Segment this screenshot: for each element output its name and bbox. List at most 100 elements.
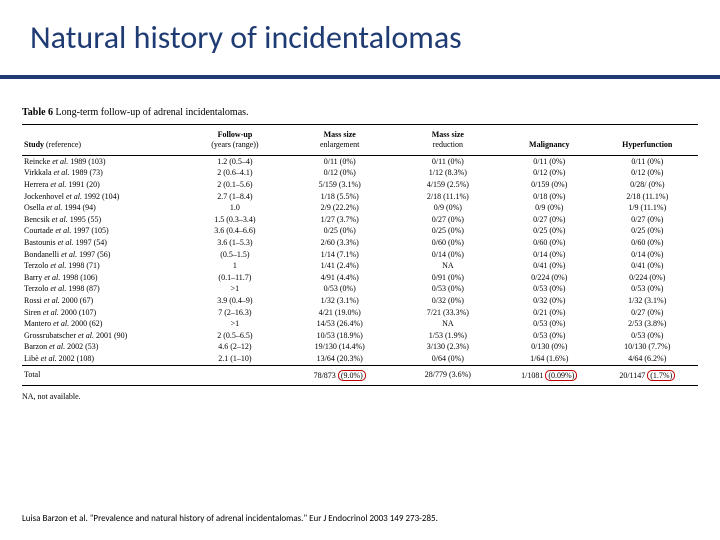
table-row: Terzolo et al. 1998 (71)11/41 (2.4%)NA0/… [22, 260, 698, 272]
enlarge-cell: 1/27 (3.7%) [286, 214, 394, 226]
study-cell: Bondanelli et al. 1997 (56) [22, 249, 184, 261]
hyper-cell: 10/130 (7.7%) [597, 342, 698, 354]
table-row: Bastounis et al. 1997 (54)3.6 (1–5.3)2/6… [22, 237, 698, 249]
hyper-cell: 2/53 (3.8%) [597, 318, 698, 330]
table-row: Bencsik et al. 1995 (55)1.5 (0.3–3.4)1/2… [22, 214, 698, 226]
total-malig: 1/1081 (0.09%) [502, 365, 597, 386]
followup-cell: 2 (0.6–4.1) [184, 168, 285, 180]
enlarge-cell: 1/14 (7.1%) [286, 249, 394, 261]
table-row: Barry et al. 1998 (106)(0.1–11.7)4/91 (4… [22, 272, 698, 284]
study-cell: Courtade et al. 1997 (105) [22, 226, 184, 238]
enlarge-cell: 2/9 (22.2%) [286, 202, 394, 214]
study-cell: Herrera et al. 1991 (20) [22, 179, 184, 191]
study-cell: Mantero et al. 2000 (62) [22, 318, 184, 330]
enlarge-cell: 1/18 (5.5%) [286, 191, 394, 203]
followup-cell: >1 [184, 284, 285, 296]
table-row: Osella et al. 1994 (94)1.02/9 (22.2%)0/9… [22, 202, 698, 214]
table-row: Reincke et al. 1989 (103)1.2 (0.5–4)0/11… [22, 156, 698, 168]
followup-cell: 1.2 (0.5–4) [184, 156, 285, 168]
hyper-cell: 0/14 (0%) [597, 249, 698, 261]
malig-cell: 1/64 (1.6%) [502, 353, 597, 365]
table-row: Bondanelli et al. 1997 (56)(0.5–1.5)1/14… [22, 249, 698, 261]
followup-cell: 2 (0.5–6.5) [184, 330, 285, 342]
table-row: Herrera et al. 1991 (20)2 (0.1–5.6)5/159… [22, 179, 698, 191]
study-cell: Reincke et al. 1989 (103) [22, 156, 184, 168]
followup-cell: 1 [184, 260, 285, 272]
total-enlarge: 78/873 (9.0%) [286, 365, 394, 386]
table-row: Libè et al. 2002 (108)2.1 (1–10)13/64 (2… [22, 353, 698, 365]
followup-cell: >1 [184, 318, 285, 330]
followup-cell: 3.9 (0.4–9) [184, 295, 285, 307]
reduct-cell: 1/12 (8.3%) [394, 168, 502, 180]
malig-cell: 0/41 (0%) [502, 260, 597, 272]
hyper-cell: 0/41 (0%) [597, 260, 698, 272]
malig-cell: 0/25 (0%) [502, 226, 597, 238]
data-table: Study (reference) Follow-up(years (range… [22, 124, 698, 386]
malig-cell: 0/53 (0%) [502, 318, 597, 330]
hyper-cell: 0/60 (0%) [597, 237, 698, 249]
reduct-cell: 2/18 (11.1%) [394, 191, 502, 203]
malig-cell: 0/53 (0%) [502, 284, 597, 296]
reduct-cell: 0/91 (0%) [394, 272, 502, 284]
na-footnote: NA, not available. [22, 392, 698, 401]
hyper-cell: 1/9 (11.1%) [597, 202, 698, 214]
study-cell: Jockenhovel et al. 1992 (104) [22, 191, 184, 203]
table-row: Mantero et al. 2000 (62)>114/53 (26.4%)N… [22, 318, 698, 330]
study-cell: Barry et al. 1998 (106) [22, 272, 184, 284]
study-cell: Virkkala et al. 1989 (73) [22, 168, 184, 180]
table-number: Table 6 [22, 107, 53, 118]
table-caption: Table 6 Long-term follow-up of adrenal i… [22, 107, 698, 118]
hyper-cell: 0/27 (0%) [597, 214, 698, 226]
malig-cell: 0/60 (0%) [502, 237, 597, 249]
reduct-cell: 0/64 (0%) [394, 353, 502, 365]
table-caption-text: Long-term follow-up of adrenal incidenta… [53, 107, 249, 118]
followup-cell: 2 (0.1–5.6) [184, 179, 285, 191]
citation: Luisa Barzon et al. "Prevalence and natu… [22, 513, 698, 524]
enlarge-cell: 19/130 (14.4%) [286, 342, 394, 354]
malig-cell: 0/159 (0%) [502, 179, 597, 191]
table-row: Courtade et al. 1997 (105)3.6 (0.4–6.6) 0… [22, 226, 698, 238]
hyper-cell: 1/32 (3.1%) [597, 295, 698, 307]
followup-cell: 1.0 [184, 202, 285, 214]
malig-cell: 0/32 (0%) [502, 295, 597, 307]
col-malignancy: Malignancy [502, 125, 597, 156]
total-label: Total [22, 365, 184, 386]
total-reduct: 28/779 (3.6%) [394, 365, 502, 386]
enlarge-cell: 0/53 (0%) [286, 284, 394, 296]
hyper-cell: 0/12 (0%) [597, 168, 698, 180]
malig-cell: 0/11 (0%) [502, 156, 597, 168]
col-study: Study (reference) [22, 125, 184, 156]
followup-cell: 2.7 (1–8.4) [184, 191, 285, 203]
enlarge-cell: 0/11 (0%) [286, 156, 394, 168]
reduct-cell: 0/60 (0%) [394, 237, 502, 249]
table-row: Grossrubatscher et al. 2001 (90)2 (0.5–6… [22, 330, 698, 342]
followup-cell: 3.6 (0.4–6.6) [184, 226, 285, 238]
hyper-cell: 0/53 (0%) [597, 284, 698, 296]
enlarge-cell: 10/53 (18.9%) [286, 330, 394, 342]
enlarge-cell: 2/60 (3.3%) [286, 237, 394, 249]
hyper-cell: 0/224 (0%) [597, 272, 698, 284]
hyper-cell: 0/25 (0%) [597, 226, 698, 238]
col-reduction: Mass sizereduction [394, 125, 502, 156]
total-hyper: 20/1147 (1.7%) [597, 365, 698, 386]
malig-cell: 0/14 (0%) [502, 249, 597, 261]
study-cell: Siren et al. 2000 (107) [22, 307, 184, 319]
malig-cell: 0/27 (0%) [502, 214, 597, 226]
enlarge-cell: 13/64 (20.3%) [286, 353, 394, 365]
reduct-cell: 3/130 (2.3%) [394, 342, 502, 354]
malig-cell: 0/130 (0%) [502, 342, 597, 354]
malig-cell: 0/53 (0%) [502, 330, 597, 342]
reduct-cell: 0/9 (0%) [394, 202, 502, 214]
enlarge-cell: 0/12 (0%) [286, 168, 394, 180]
reduct-cell: 1/53 (1.9%) [394, 330, 502, 342]
followup-cell: 3.6 (1–5.3) [184, 237, 285, 249]
study-cell: Bastounis et al. 1997 (54) [22, 237, 184, 249]
hyper-cell: 4/64 (6.2%) [597, 353, 698, 365]
study-cell: Terzolo et al. 1998 (71) [22, 260, 184, 272]
table-row: Rossi et al. 2000 (67)3.9 (0.4–9)1/32 (3… [22, 295, 698, 307]
study-cell: Terzolo et al. 1998 (87) [22, 284, 184, 296]
reduct-cell: 0/27 (0%) [394, 214, 502, 226]
followup-cell: 4.6 (2–12) [184, 342, 285, 354]
malig-cell: 0/18 (0%) [502, 191, 597, 203]
table-row: Siren et al. 2000 (107)7 (2–16.3)4/21 (1… [22, 307, 698, 319]
